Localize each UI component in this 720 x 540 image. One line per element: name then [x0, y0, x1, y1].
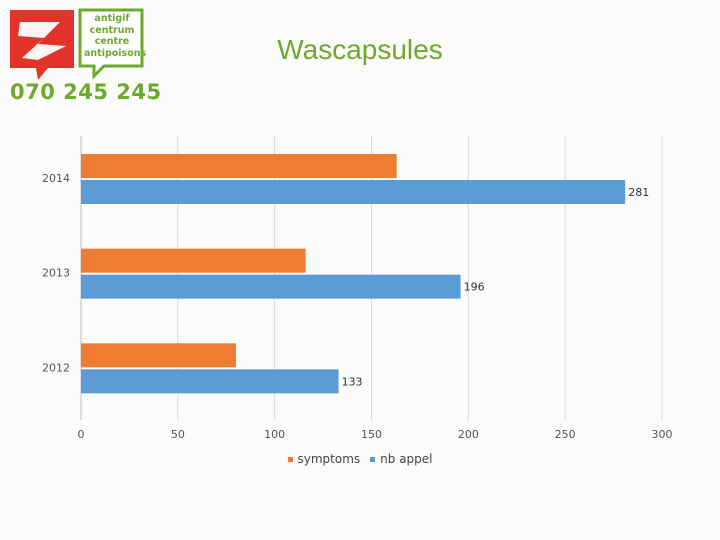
x-tick-label: 0	[78, 428, 85, 441]
bar-symptoms-2012	[81, 343, 236, 368]
chart-title: Wascapsules	[277, 34, 443, 65]
bar-nb-appel-2012	[81, 369, 339, 394]
data-label: 281	[628, 186, 649, 199]
y-tick-label: 2012	[42, 361, 70, 374]
poison-center-logo-icon	[10, 8, 144, 80]
legend-swatch-symptoms	[287, 456, 293, 462]
y-tick-label: 2014	[42, 172, 70, 185]
chart-legend: symptoms nb appel	[0, 452, 720, 466]
bar-nb-appel-2014	[81, 180, 626, 204]
legend-swatch-nb-appel	[370, 456, 376, 462]
x-tick-label: 200	[458, 428, 479, 441]
legend-label-symptoms: symptoms	[297, 452, 361, 466]
data-label: 196	[464, 281, 485, 294]
bar-nb-appel-2013	[81, 274, 461, 299]
logo-line: antipoisons	[84, 47, 147, 59]
logo-text: antigif centrum centre antipoisons	[84, 13, 147, 59]
bar-symptoms-2014	[81, 154, 397, 178]
logo-line: antigif	[94, 13, 130, 24]
legend-item-symptoms: symptoms	[287, 452, 361, 466]
legend-item-nb-appel: nb appel	[370, 452, 433, 466]
x-tick-label: 250	[555, 428, 576, 441]
x-tick-label: 50	[171, 428, 185, 441]
legend-label-nb-appel: nb appel	[380, 452, 433, 466]
logo-line: centrum	[89, 24, 135, 36]
phone-number: 070 245 245	[10, 80, 162, 104]
x-tick-label: 300	[652, 428, 673, 441]
data-label: 133	[342, 375, 363, 388]
x-tick-label: 150	[361, 428, 382, 441]
x-tick-label: 100	[264, 428, 285, 441]
logo-line: centre	[94, 36, 130, 47]
y-tick-label: 2013	[42, 267, 70, 280]
bar-symptoms-2013	[81, 248, 306, 273]
